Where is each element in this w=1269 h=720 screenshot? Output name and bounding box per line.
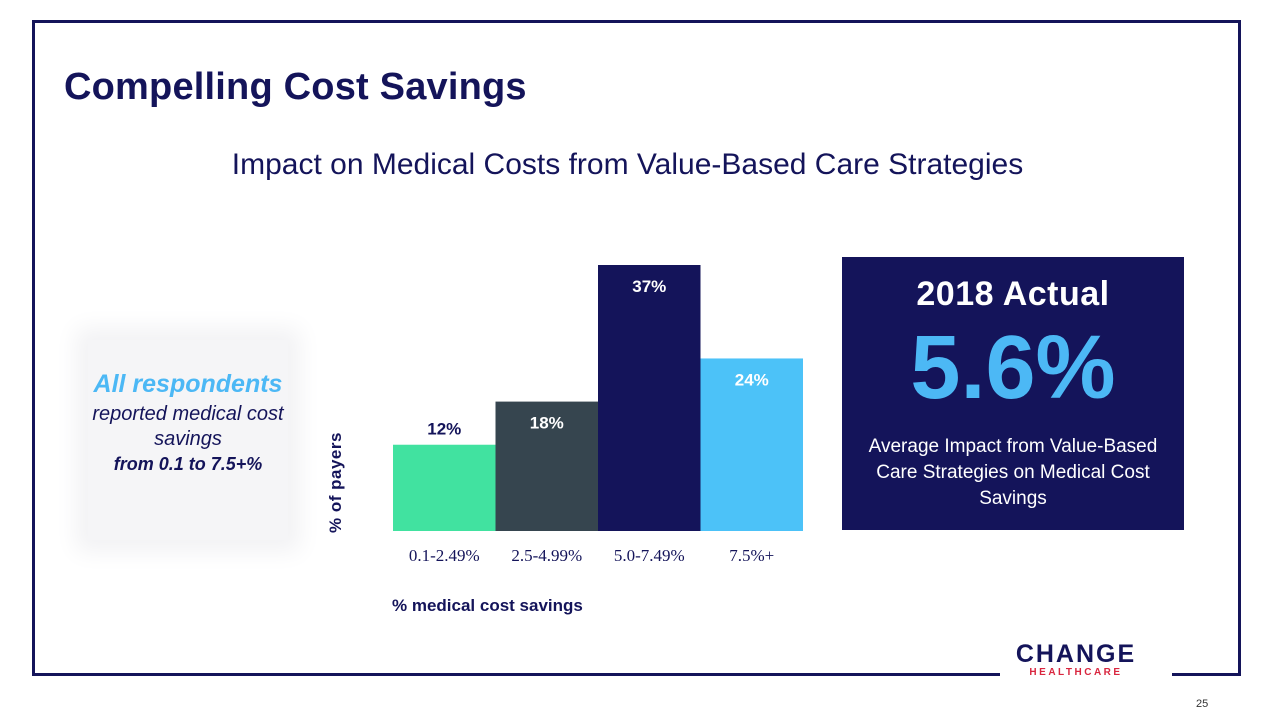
data-label-1: 12%: [427, 420, 461, 439]
company-logo: CHANGE HEALTHCARE: [1010, 640, 1142, 678]
frame-right-border: [1238, 20, 1241, 676]
frame-bottom-border: [32, 673, 1000, 676]
bar-chart: 12% 0.1-2.49% 18% 2.5-4.99% 37% 5.0-7.49% 24% 7…: [393, 265, 803, 565]
callout-line-all-respondents: All respondents: [93, 370, 283, 398]
logo-name-top: CHANGE: [1015, 640, 1137, 668]
page-title: Compelling Cost Savings: [64, 66, 527, 108]
stat-year-label: 2018 Actual: [916, 275, 1110, 313]
callout-line-range: from 0.1 to 7.5+%: [113, 454, 263, 474]
stat-description: Average Impact from Value-Based Care Str…: [868, 436, 1158, 509]
x-axis-label: % medical cost savings: [392, 596, 583, 615]
y-axis-label: % of payers: [326, 432, 345, 533]
data-label-3: 37%: [632, 277, 666, 296]
respondents-callout: All respondents reported medical cost sa…: [88, 340, 288, 540]
x-tick-label-4: 7.5%+: [729, 546, 774, 565]
frame-bottom-border-right: [1172, 673, 1241, 676]
data-label-4: 24%: [735, 370, 769, 389]
stat-value: 5.6%: [910, 318, 1116, 418]
logo-name-bottom: HEALTHCARE: [1029, 667, 1123, 678]
callout-line-reported: reported medical cost savings: [92, 403, 284, 450]
frame-left-border: [32, 20, 35, 676]
bar-4: [700, 358, 803, 531]
bar-2: [495, 401, 598, 531]
frame-top-border: [32, 20, 1241, 23]
data-label-2: 18%: [530, 414, 564, 433]
chart-subtitle: Impact on Medical Costs from Value-Based…: [231, 148, 1024, 181]
page-number: 25: [1196, 698, 1209, 710]
x-tick-label-1: 0.1-2.49%: [409, 546, 480, 565]
bar-1: [393, 444, 496, 531]
x-tick-label-3: 5.0-7.49%: [614, 546, 685, 565]
bar-3: [598, 265, 701, 531]
x-tick-label-2: 2.5-4.99%: [511, 546, 582, 565]
stat-box: 2018 Actual 5.6% Average Impact from Val…: [842, 257, 1184, 530]
